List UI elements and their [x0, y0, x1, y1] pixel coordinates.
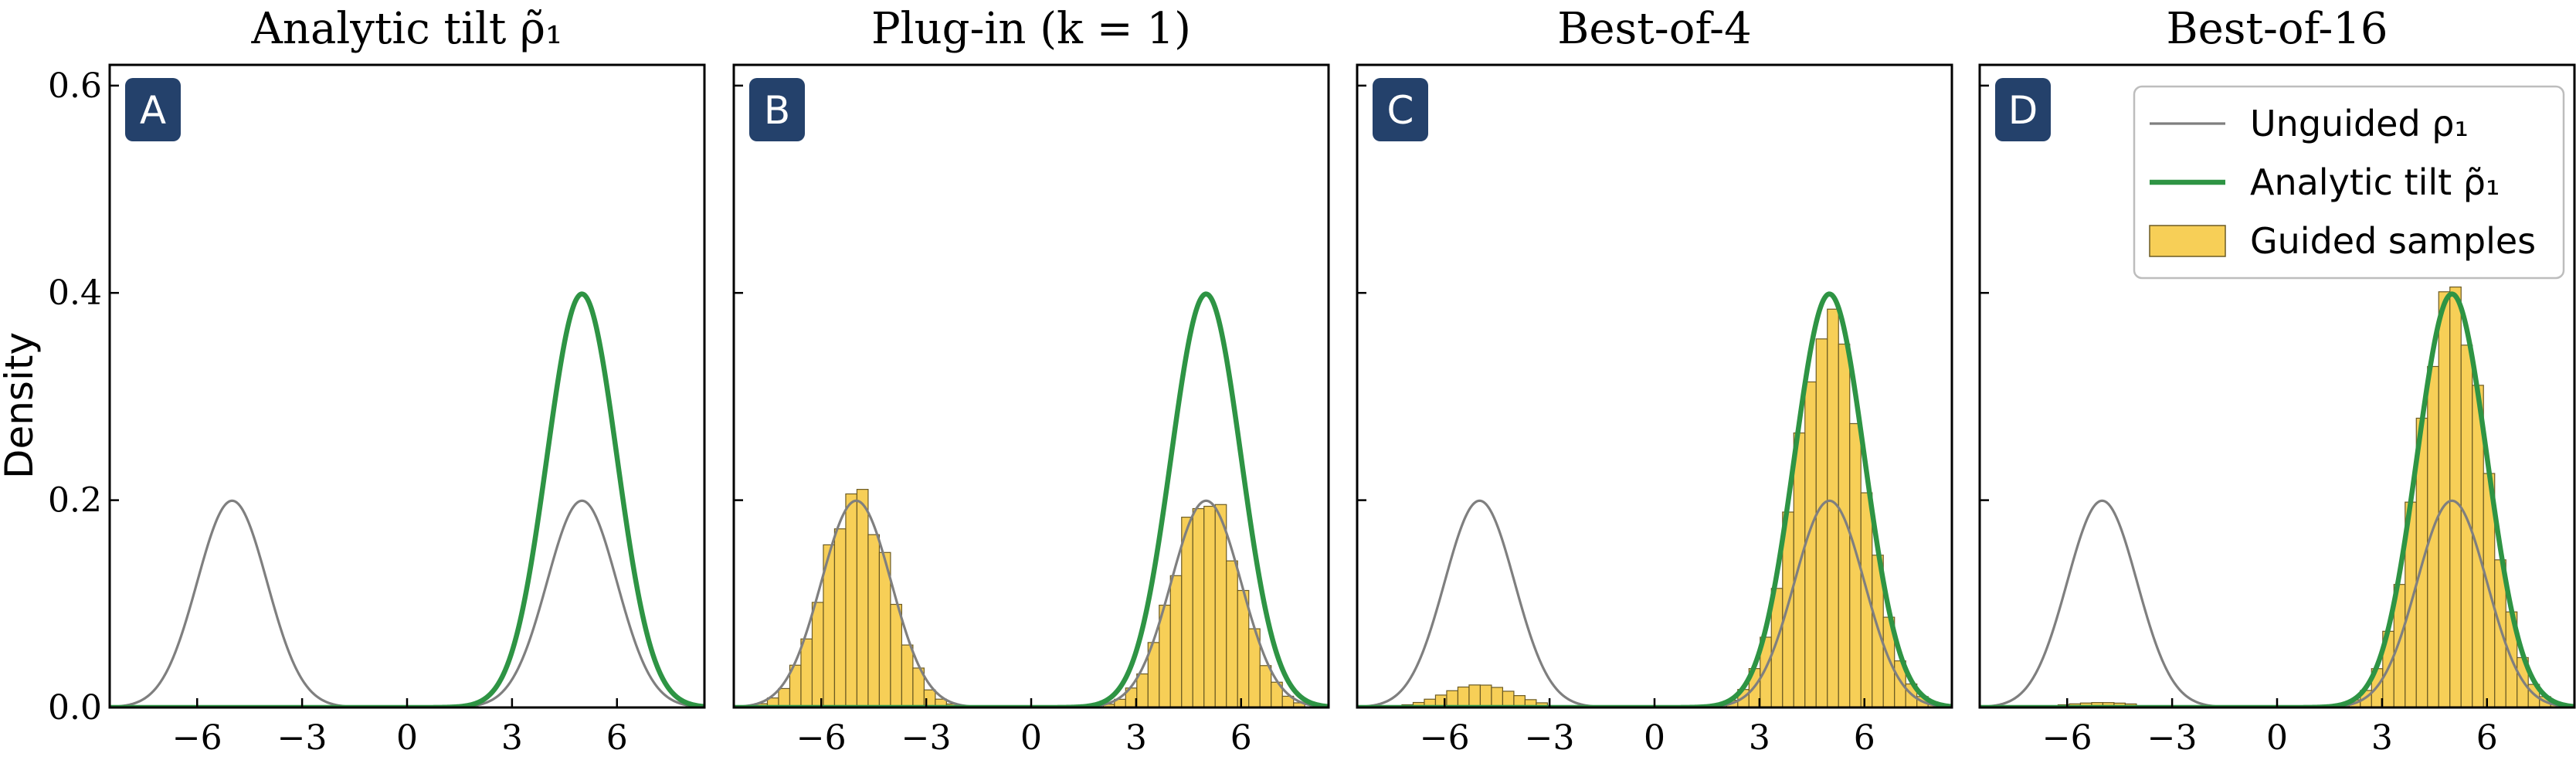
histogram-bar	[1446, 690, 1459, 707]
x-tick-label: −6	[1420, 718, 1470, 758]
panel-d: −6 −3 0 3 6 Best-of-16 D Unguided ρ₁ Analytic ti…	[1978, 4, 2576, 758]
x-tick-label: 3	[501, 718, 523, 758]
panel-title: Best-of-4	[1557, 4, 1751, 54]
x-tick-label: 0	[1020, 718, 1042, 758]
x-tick-label: 6	[1230, 718, 1252, 758]
x-tick-label: −3	[2147, 718, 2198, 758]
histogram-bar	[1281, 695, 1295, 707]
histogram-bar	[2438, 291, 2451, 707]
histogram-bar	[1491, 687, 1504, 707]
analytic-tilt-curve	[1980, 291, 2574, 707]
x-tick-label: 0	[2266, 718, 2288, 758]
histogram-bar	[1468, 684, 1481, 707]
panel-title: Plug-in (k = 1)	[871, 4, 1191, 54]
x-tick-label: −6	[2042, 718, 2092, 758]
unguided-curve	[1980, 499, 2574, 707]
panel-badge-label: D	[2008, 88, 2038, 133]
plot-area	[734, 291, 1329, 707]
panel-title: Analytic tilt ρ̃₁	[250, 4, 562, 54]
x-tick-label: 0	[396, 718, 418, 758]
x-tick-label: 0	[1644, 718, 1665, 758]
histogram-bar	[1214, 504, 1227, 707]
panel-badge-label: C	[1387, 88, 1414, 133]
histogram-bar	[845, 493, 858, 707]
histogram-bar	[800, 638, 813, 707]
y-tick-label: 0.4	[48, 273, 102, 313]
x-tick-label: −3	[1525, 718, 1575, 758]
analytic-tilt-curve	[1357, 291, 1952, 707]
axes-frame	[108, 63, 706, 709]
legend-box	[2133, 85, 2565, 280]
x-tick-label: 6	[1854, 718, 1875, 758]
histogram-bar	[1457, 686, 1470, 707]
histogram-bar	[1479, 684, 1492, 707]
histogram-bar	[1827, 308, 1839, 707]
x-tick-label: −3	[277, 718, 328, 758]
panel-badge-label: B	[764, 88, 790, 133]
x-tick-label: −6	[796, 718, 847, 758]
histogram-bar	[1136, 673, 1149, 707]
histogram-bar	[833, 528, 847, 707]
panel-title: Best-of-16	[2166, 4, 2388, 54]
x-tick-label: 6	[2476, 718, 2498, 758]
histogram-bar	[2449, 287, 2462, 707]
analytic-tilt-curve	[734, 291, 1329, 707]
histogram-bar	[1793, 432, 1806, 707]
panel-c: −6 −3 0 3 6 Best-of-4 C	[1356, 4, 1953, 758]
y-axis-label: Density	[0, 332, 42, 479]
histogram-bar	[811, 602, 824, 707]
plot-area	[1980, 287, 2574, 707]
x-tick-label: −6	[172, 718, 222, 758]
legend-entry-label: Unguided ρ₁	[2250, 103, 2469, 144]
histogram-bar	[778, 687, 791, 707]
panel-badge-label: A	[140, 88, 166, 133]
y-tick-label: 0.0	[48, 688, 102, 728]
histogram-bar	[1237, 589, 1250, 707]
legend-entry-label: Guided samples	[2250, 220, 2536, 262]
histogram-bar	[1259, 665, 1272, 707]
legend: Unguided ρ₁ Analytic tilt ρ̃₁ Guided sampl…	[2133, 85, 2565, 280]
panel-badge	[125, 78, 181, 141]
legend-swatch-guided	[2149, 225, 2226, 257]
plot-area	[110, 291, 704, 707]
x-tick-label: 3	[1125, 718, 1147, 758]
analytic-tilt-curve	[110, 291, 704, 707]
histogram-bar	[901, 644, 914, 707]
panel-badge	[1373, 78, 1428, 141]
panel-badge	[1995, 78, 2051, 141]
x-tick-label: 3	[1749, 718, 1770, 758]
x-tick-label: 6	[606, 718, 628, 758]
unguided-curve	[110, 499, 704, 707]
legend-entry-label: Analytic tilt ρ̃₁	[2250, 161, 2500, 203]
histogram-bar	[1169, 575, 1183, 707]
histogram-bar	[1815, 338, 1828, 707]
histogram-bar	[890, 603, 903, 707]
histogram-bar	[856, 489, 869, 707]
unguided-curve	[1357, 499, 1952, 707]
x-tick-label: −3	[901, 718, 952, 758]
histogram-bar	[1192, 507, 1205, 707]
panel-a: −6 −3 0 3 6 0.0 0.2 0.4 0.6 Analytic tilt ρ̃₁ A	[48, 4, 706, 758]
histogram-bar	[1181, 517, 1193, 707]
unguided-curve	[734, 499, 1329, 707]
histogram-bar	[1804, 381, 1817, 707]
y-tick-label: 0.6	[48, 66, 102, 106]
histogram-bar	[1203, 505, 1216, 707]
x-tick-label: 3	[2371, 718, 2393, 758]
histogram-bar	[935, 698, 947, 707]
histogram-bar	[867, 534, 881, 707]
panel-b: −6 −3 0 3 6 Plug-in (k = 1) B	[732, 4, 1330, 758]
histogram-bar	[912, 667, 925, 707]
y-tick-label: 0.2	[48, 481, 102, 521]
plot-area	[1357, 291, 1952, 707]
panel-badge	[749, 78, 805, 141]
histogram-bar	[1226, 560, 1238, 707]
